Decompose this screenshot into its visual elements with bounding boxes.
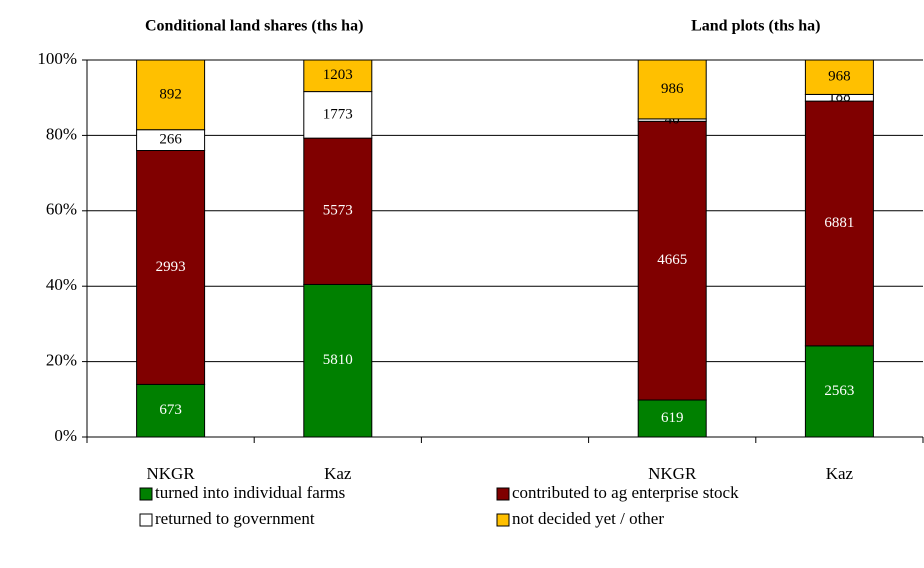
bar-segment bbox=[136, 149, 206, 385]
legend-swatch bbox=[496, 487, 510, 501]
x-tick-label: Kaz bbox=[826, 464, 854, 483]
bar-segment bbox=[303, 59, 373, 93]
y-tick-label: 80% bbox=[46, 124, 77, 143]
legend-swatch bbox=[496, 513, 510, 527]
value-label: 1203 bbox=[323, 67, 353, 83]
legend-label: turned into individual farms bbox=[155, 483, 345, 502]
value-label: 673 bbox=[159, 402, 182, 418]
x-tick-label: NKGR bbox=[648, 464, 697, 483]
bar-segment bbox=[637, 59, 707, 120]
value-label: 6881 bbox=[824, 215, 854, 231]
value-label: 619 bbox=[661, 410, 684, 426]
value-label: 2993 bbox=[156, 259, 186, 275]
value-label: 968 bbox=[828, 69, 851, 85]
x-tick-label: Kaz bbox=[324, 464, 352, 483]
y-tick-label: 20% bbox=[46, 351, 77, 370]
bar-segment bbox=[303, 137, 373, 285]
bar-segment bbox=[136, 59, 206, 131]
legend-label: returned to government bbox=[155, 509, 315, 528]
value-label: 2563 bbox=[824, 383, 854, 399]
legend-swatch bbox=[139, 487, 153, 501]
y-tick-label: 60% bbox=[46, 200, 77, 219]
y-tick-label: 100% bbox=[37, 49, 77, 68]
value-label: 986 bbox=[661, 81, 684, 97]
value-label: 4665 bbox=[657, 252, 687, 268]
y-tick-label: 40% bbox=[46, 275, 77, 294]
group-title: Conditional land shares (ths ha) bbox=[145, 18, 363, 35]
group-title: Land plots (ths ha) bbox=[691, 18, 820, 35]
bar-segment bbox=[637, 120, 707, 401]
value-label: 892 bbox=[159, 86, 182, 102]
value-label: 5810 bbox=[323, 352, 353, 368]
value-label: 1773 bbox=[323, 106, 353, 122]
legend-swatch bbox=[139, 513, 153, 527]
x-tick-label: NKGR bbox=[147, 464, 196, 483]
value-label: 5573 bbox=[323, 203, 353, 219]
legend-label: not decided yet / other bbox=[512, 509, 664, 528]
bar-segment bbox=[804, 59, 874, 95]
value-label: 266 bbox=[159, 132, 182, 148]
legend-label: contributed to ag enterprise stock bbox=[512, 483, 739, 502]
y-tick-label: 0% bbox=[54, 426, 77, 445]
bar-segment bbox=[303, 91, 373, 139]
